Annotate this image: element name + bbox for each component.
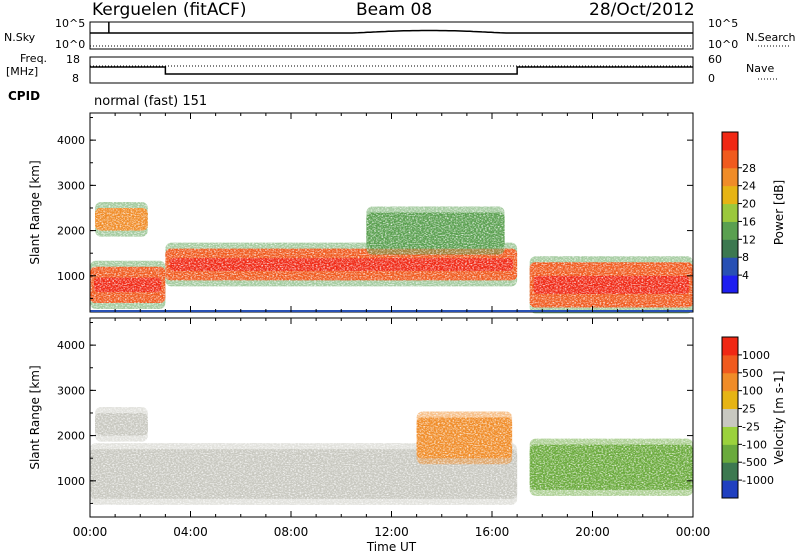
- power-colorbar: 4 8 12 16 20 24 28 Power [dB]: [721, 131, 786, 294]
- power-colorbar-label-6: 28: [742, 162, 756, 175]
- xtick-label-6: 00:00: [676, 525, 711, 539]
- noise-right-tick-high: 10^5: [708, 17, 739, 30]
- noise-traces: [90, 22, 790, 47]
- noise-sky-trace: [90, 29, 693, 34]
- velocity-colorbar: 1000 500 100 25 -25 -100 -500 -1000 Velocity [m …: [721, 336, 786, 499]
- power-panel: 1000 2000 3000 4000 Slant Range [km]: [28, 112, 694, 314]
- velocity-ytick-label-3: 4000: [57, 339, 85, 352]
- velocity-colorbar-label-1: 500: [742, 367, 763, 380]
- time-axis: 00:00 04:00 08:00 12:00 16:00 20:00 00:00 Time …: [73, 525, 711, 554]
- power-ylabel: Slant Range [km]: [28, 160, 42, 264]
- velocity-colorbar-cell-6: [722, 372, 738, 392]
- power-colorbar-cell-3: [722, 221, 738, 240]
- xtick-label-3: 12:00: [374, 525, 409, 539]
- power-colorbar-cell-2: [722, 239, 738, 258]
- velocity-colorbar-cell-4: [722, 408, 738, 427]
- xtick-label-1: 04:00: [173, 525, 208, 539]
- velocity-colorbar-label-3: 25: [742, 403, 756, 416]
- velocity-colorbar-label-0: 1000: [742, 349, 770, 362]
- velocity-colorbar-cell-1: [722, 462, 738, 481]
- cpid-value: normal (fast) 151: [94, 94, 208, 109]
- xtick-label-4: 16:00: [475, 525, 510, 539]
- velocity-colorbar-title: Velocity [m s-1]: [772, 371, 786, 465]
- velocity-ytick-label-0: 1000: [57, 475, 85, 488]
- velocity-colorbar-label-6: -500: [742, 456, 767, 469]
- power-colorbar-label-3: 16: [742, 215, 756, 228]
- frequency-trace: [90, 66, 693, 75]
- velocity-speckle: [90, 318, 693, 517]
- freq-left-label-2: [MHz]: [6, 65, 39, 78]
- freq-left-label-1: Freq.: [20, 52, 48, 65]
- power-colorbar-label-0: 4: [742, 269, 749, 282]
- freq-left-tick-high: 18: [66, 53, 80, 66]
- power-colorbar-cell-5: [722, 185, 738, 205]
- power-ytick-label-3: 4000: [57, 134, 85, 147]
- velocity-colorbar-frame: [721, 336, 739, 499]
- power-colorbar-cell-0: [722, 275, 738, 294]
- power-colorbar-title: Power [dB]: [772, 180, 786, 245]
- power-colorbar-label-5: 24: [742, 180, 756, 193]
- noise-left-tick-high: 10^5: [55, 17, 86, 30]
- power-colorbar-label-1: 8: [742, 251, 749, 264]
- velocity-ytick-label-2: 3000: [57, 384, 85, 397]
- noise-right-tick-low: 10^0: [708, 38, 739, 51]
- velocity-colorbar-cell-7: [722, 354, 738, 374]
- power-colorbar-cell-4: [722, 203, 738, 222]
- noise-panel-frame: [89, 21, 694, 50]
- velocity-colorbar-cell-8: [722, 337, 738, 356]
- power-colorbar-cell-8: [722, 132, 738, 151]
- velocity-colorbar-cell-2: [722, 444, 738, 463]
- power-colorbar-cell-6: [722, 167, 738, 187]
- velocity-colorbar-cell-0: [722, 480, 738, 499]
- power-speckle: [90, 113, 693, 312]
- noise-right-label: N.Search: [746, 31, 796, 44]
- noise-left-label: N.Sky: [4, 31, 36, 44]
- xtick-label-5: 20:00: [575, 525, 610, 539]
- velocity-ytick-label-1: 2000: [57, 430, 85, 443]
- velocity-ylabel: Slant Range [km]: [28, 365, 42, 469]
- power-ytick-label-2: 3000: [57, 179, 85, 192]
- xtick-label-0: 00:00: [73, 525, 108, 539]
- velocity-colorbar-label-7: -1000: [742, 474, 774, 487]
- station-title: Kerguelen (fitACF): [92, 0, 247, 20]
- velocity-panel: 1000 2000 3000 4000 Slant Range [km]: [28, 317, 694, 518]
- power-colorbar-label-2: 12: [742, 233, 756, 246]
- freq-right-label: Nave: [746, 62, 775, 75]
- power-colorbar-cell-7: [722, 149, 738, 169]
- freq-left-tick-low: 8: [72, 72, 79, 85]
- date-title: 28/Oct/2012: [589, 0, 695, 20]
- velocity-colorbar-cell-3: [722, 426, 738, 445]
- velocity-colorbar-cell-5: [722, 390, 738, 410]
- power-ytick-label-1: 2000: [57, 225, 85, 238]
- freq-right-tick-low: 0: [708, 72, 715, 85]
- beam-title: Beam 08: [356, 0, 433, 20]
- velocity-colorbar-label-2: 100: [742, 385, 763, 398]
- noise-left-tick-low: 10^0: [55, 38, 86, 51]
- x-axis-title: Time UT: [366, 540, 417, 554]
- power-ytick-label-0: 1000: [57, 270, 85, 283]
- freq-panel-frame: [89, 56, 694, 84]
- velocity-colorbar-label-5: -100: [742, 438, 767, 451]
- xtick-label-2: 08:00: [274, 525, 309, 539]
- freq-traces: [90, 65, 778, 80]
- power-colorbar-frame: [721, 131, 739, 294]
- cpid-label: CPID: [8, 89, 41, 103]
- freq-right-tick-high: 60: [708, 53, 722, 66]
- power-colorbar-cell-1: [722, 257, 738, 276]
- velocity-colorbar-label-4: -25: [742, 420, 760, 433]
- power-colorbar-label-4: 20: [742, 198, 756, 211]
